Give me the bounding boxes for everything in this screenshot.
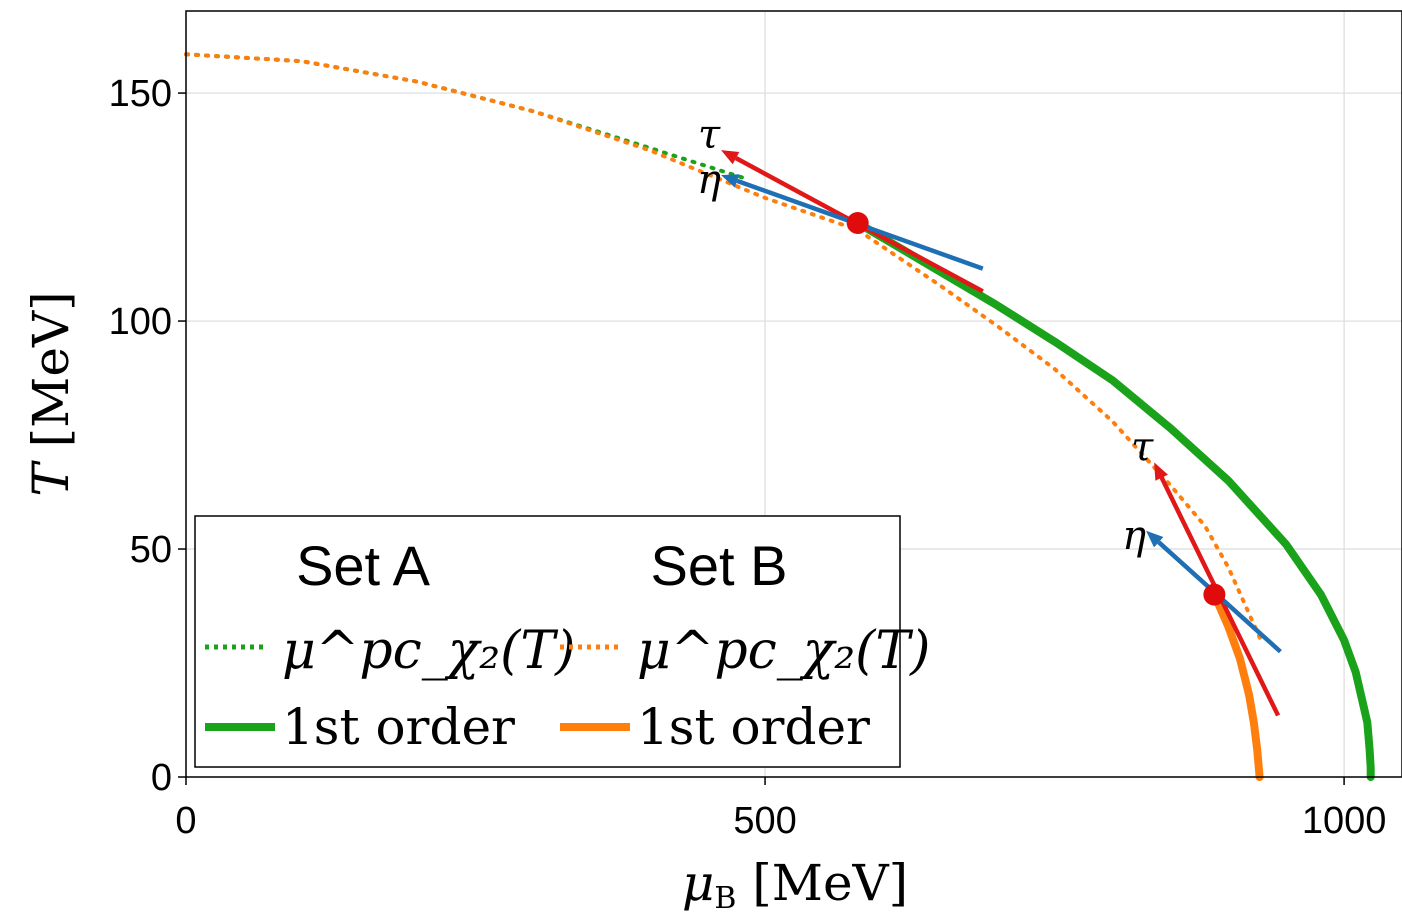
y-tick-label: 50 (130, 529, 172, 571)
arrow-label-eta: η (1122, 513, 1146, 559)
critical-point (1203, 583, 1226, 606)
y-axis-label-unit: [MeV] (22, 291, 80, 463)
legend-header-set-b: Set B (651, 534, 788, 597)
y-tick-label: 150 (109, 73, 172, 115)
x-tick-label: 1000 (1302, 800, 1387, 842)
x-tick-label: 0 (175, 800, 196, 842)
series-set-b-solid (1210, 590, 1264, 781)
y-axis-label-symbol: T (22, 460, 80, 497)
legend-header-set-a: Set A (296, 534, 431, 597)
arrow-label-tau: τ (1131, 424, 1154, 470)
x-tick-label: 500 (733, 800, 796, 842)
legend-label-set-b-solid: 1st order (637, 698, 870, 756)
series-lines (184, 52, 1375, 781)
arrow-label-eta: η (697, 157, 721, 203)
arrow-tau-head (1154, 462, 1168, 481)
plot-frame (185, 10, 1402, 778)
arrow-eta-head (1146, 530, 1164, 548)
legend: Set A Set B μ^pc_χ₂(T) 1st order μ^pc_χ₂… (194, 515, 930, 768)
x-axis-label-unit: [MeV] (736, 854, 908, 912)
arrow-tau-head (721, 150, 740, 165)
critical-point (846, 212, 869, 235)
ticks: 0 500 1000 0 50 100 150 (109, 73, 1387, 842)
legend-label-set-b-dotted: μ^pc_χ₂(T) (637, 621, 930, 681)
x-axis-label-subscript: B (714, 881, 736, 916)
x-axis-label: μB [MeV] (682, 854, 908, 916)
points (846, 212, 1226, 606)
arrow-label-tau: τ (698, 112, 721, 158)
legend-label-set-a-solid: 1st order (282, 698, 515, 756)
y-tick-label: 100 (109, 301, 172, 343)
arrow-eta-head (721, 174, 740, 188)
legend-box (194, 515, 901, 768)
x-axis-label-symbol: μ (682, 854, 715, 912)
series-set-a-solid (853, 219, 1375, 781)
legend-label-set-a-dotted: μ^pc_χ₂(T) (282, 621, 575, 681)
y-tick-label: 0 (151, 757, 172, 799)
y-axis-label: T [MeV] (22, 291, 80, 496)
series-set-b-dotted (184, 52, 1265, 647)
